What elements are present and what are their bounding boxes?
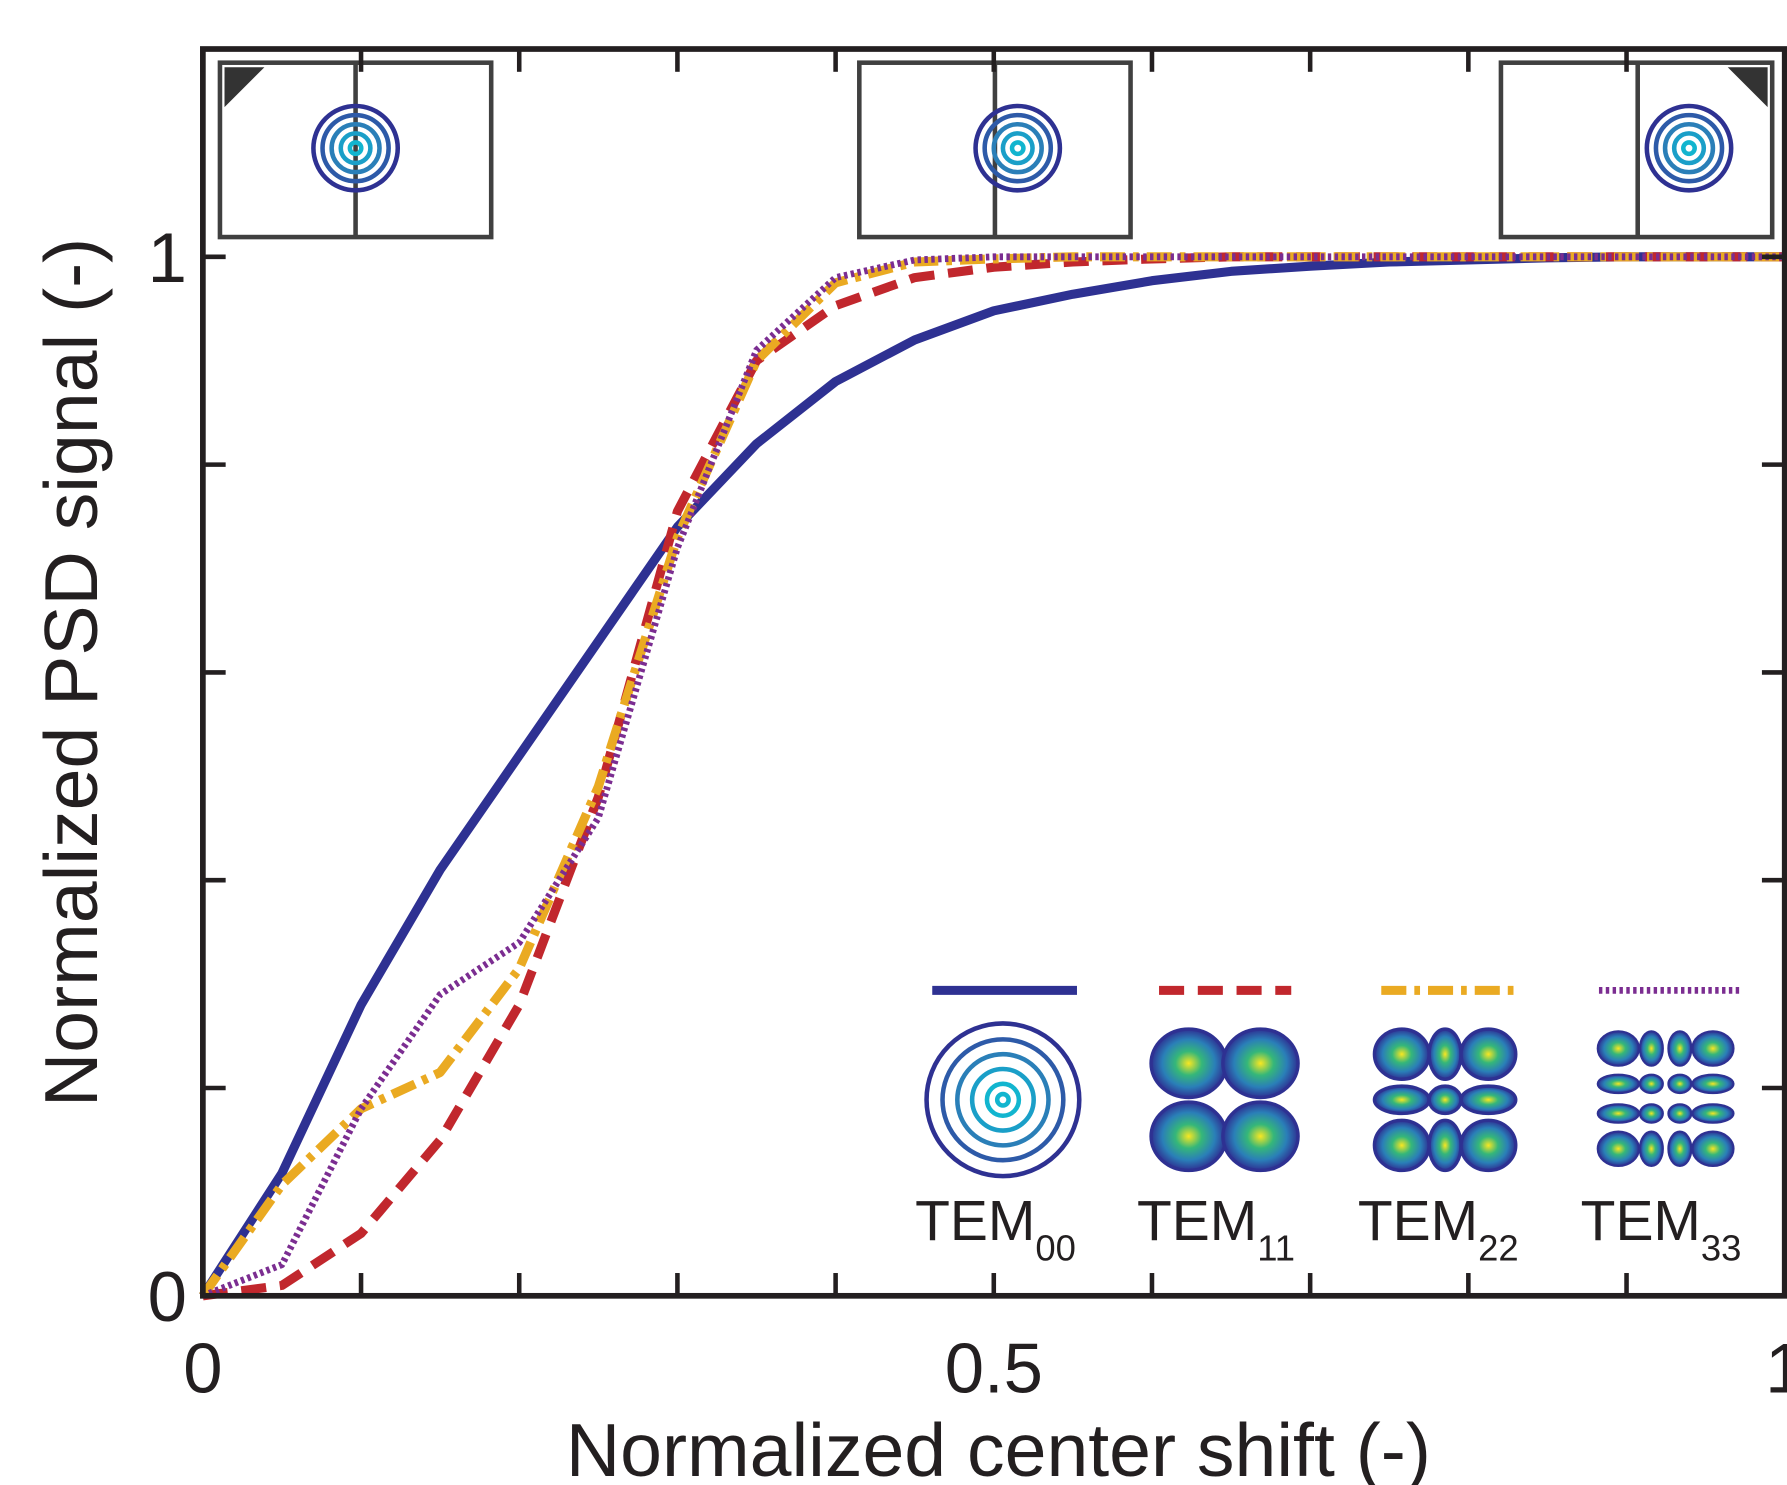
beam-ring bbox=[1000, 131, 1035, 166]
inset-images bbox=[217, 60, 1775, 240]
mode-ring bbox=[924, 1021, 1082, 1179]
x-tick-label: 1 bbox=[1765, 1329, 1787, 1408]
mode-lobe bbox=[1667, 1030, 1693, 1067]
beam-ring bbox=[1009, 140, 1026, 157]
mode-lobe bbox=[1372, 1084, 1431, 1116]
series-line bbox=[201, 253, 1785, 1299]
mode-lobe bbox=[1427, 1084, 1463, 1116]
beam-ring bbox=[347, 140, 364, 157]
beam-ring bbox=[1671, 131, 1707, 166]
legend-label: TEM11 bbox=[1137, 1189, 1295, 1269]
mode-lobe bbox=[1596, 1030, 1640, 1067]
mode-ring bbox=[994, 1091, 1011, 1108]
legend-label: TEM33 bbox=[1581, 1189, 1742, 1269]
mode-ring bbox=[969, 1066, 1036, 1133]
beam-ring bbox=[311, 103, 401, 193]
beam-ring bbox=[320, 112, 391, 184]
mode-lobe bbox=[1427, 1027, 1463, 1081]
mode-lobe bbox=[1638, 1130, 1664, 1168]
mode-ring bbox=[940, 1037, 1066, 1163]
beam-ring bbox=[338, 131, 373, 166]
mode-ring bbox=[984, 1081, 1022, 1119]
x-tick-label: 0 bbox=[183, 1329, 222, 1408]
beam-ring bbox=[982, 112, 1054, 184]
mode-tem11 bbox=[1149, 1027, 1300, 1173]
mode-lobe bbox=[1372, 1027, 1431, 1081]
beam-ring bbox=[991, 121, 1044, 175]
beam-ring bbox=[973, 103, 1063, 193]
mode-tem00 bbox=[924, 1021, 1082, 1179]
mode-lobe bbox=[1459, 1027, 1518, 1081]
beam-ring bbox=[1653, 112, 1725, 184]
beam-ring bbox=[329, 121, 382, 175]
mode-lobe bbox=[1596, 1130, 1640, 1168]
inset-corner bbox=[1727, 67, 1768, 108]
mode-lobe bbox=[1691, 1073, 1735, 1095]
series-line bbox=[199, 252, 1785, 1299]
y-tick-label: 1 bbox=[148, 218, 187, 297]
mode-lobe bbox=[1427, 1118, 1463, 1173]
mode-images bbox=[924, 1021, 1735, 1179]
y-axis-label: Normalized PSD signal (-) bbox=[29, 238, 113, 1107]
mode-lobe bbox=[1149, 1100, 1228, 1173]
mode-lobe bbox=[1221, 1100, 1300, 1173]
mode-lobe bbox=[1596, 1103, 1640, 1124]
mode-lobe bbox=[1667, 1103, 1693, 1124]
mode-lobe bbox=[1667, 1073, 1693, 1095]
mode-lobe bbox=[1221, 1027, 1300, 1100]
mode-lobe bbox=[1691, 1130, 1735, 1168]
mode-lobe bbox=[1691, 1030, 1735, 1067]
mode-tem22 bbox=[1372, 1027, 1518, 1173]
mode-lobe bbox=[1372, 1118, 1431, 1173]
x-tick-label: 0.5 bbox=[945, 1329, 1043, 1408]
series-line bbox=[202, 252, 1785, 1301]
legend-label: TEM22 bbox=[1358, 1189, 1519, 1269]
x-axis-label: Normalized center shift (-) bbox=[566, 1408, 1431, 1485]
mode-tem33 bbox=[1596, 1030, 1735, 1168]
y-tick-label: 0 bbox=[148, 1257, 187, 1336]
mode-lobe bbox=[1638, 1103, 1664, 1124]
inset-corner bbox=[224, 67, 265, 108]
beam-ring bbox=[1662, 121, 1716, 175]
series-line bbox=[199, 252, 1785, 1299]
mode-ring bbox=[955, 1051, 1051, 1148]
mode-lobe bbox=[1149, 1027, 1228, 1100]
mode-lobe bbox=[1638, 1030, 1664, 1067]
mode-lobe bbox=[1691, 1103, 1735, 1124]
mode-lobe bbox=[1596, 1073, 1640, 1095]
beam-ring bbox=[1644, 103, 1734, 193]
mode-lobe bbox=[1638, 1073, 1664, 1095]
legend-label: TEM00 bbox=[915, 1189, 1076, 1269]
mode-lobe bbox=[1459, 1118, 1518, 1173]
mode-lobe bbox=[1459, 1084, 1518, 1116]
mode-lobe bbox=[1667, 1130, 1693, 1168]
beam-ring bbox=[1681, 140, 1697, 157]
